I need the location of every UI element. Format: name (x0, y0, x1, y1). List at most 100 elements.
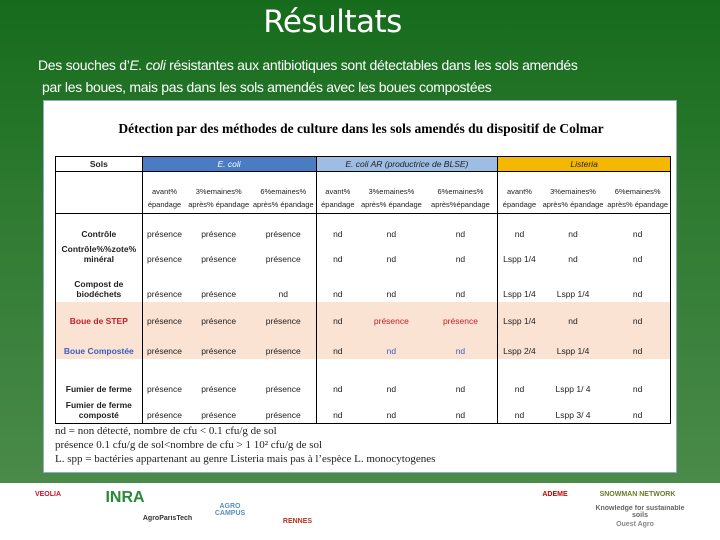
table-cell: Lspp 2/4 (497, 328, 541, 359)
table-cell: nd (455, 288, 466, 299)
results-table-image: Détection par des méthodes de culture da… (43, 100, 677, 473)
table-cell: présence (141, 301, 187, 329)
subtitle-line2: par les boues, mais pas dans les sols am… (42, 79, 492, 95)
subheader-cell: 3%emaines% après% épandage (542, 187, 604, 209)
table-cell: nd (605, 328, 672, 359)
table-cell: nd (315, 301, 360, 329)
partner-logo: AgroParisTech (142, 515, 193, 522)
table-cell: présence (141, 213, 187, 242)
row-label: Fumier de ferme (55, 358, 143, 397)
row-label: Boue Compostée (55, 328, 143, 359)
table-cell: nd (386, 288, 397, 299)
results-table: Sols E. coli E. coli AR (productrice de BL… (55, 156, 672, 424)
table-row: Compost de biodéchets présence présence nd n… (55, 266, 672, 302)
table-cell: Lspp 3/ 4 (540, 396, 606, 424)
table-cell: Lspp 1/4 (556, 288, 590, 299)
table-cell: nd (315, 241, 360, 267)
subheader-cell: 6%emaines% après%épandage (431, 187, 490, 209)
slide-background: Résultats Des souches d’E. coli résistan… (0, 0, 720, 483)
subtitle-italic: E. coli (129, 57, 166, 73)
table-title: Détection par des méthodes de culture da… (118, 121, 604, 136)
group-header: Sols (55, 156, 143, 172)
table-row: Fumier de ferme composté présence présence… (55, 396, 672, 424)
table-cell: nd (386, 228, 397, 239)
table-cell: présence (186, 396, 251, 424)
table-cell: nd (540, 301, 606, 329)
table-cell: nd (315, 328, 360, 359)
table-cell: nd (455, 253, 466, 264)
table-cell: Lspp 1/4 (497, 301, 541, 329)
slide-title: Résultats (263, 4, 402, 40)
table-cell: présence (141, 266, 187, 302)
subtitle-text: résistantes aux antibiotiques sont détec… (165, 57, 578, 73)
table-cell: nd (455, 383, 466, 394)
table-cell: présence (359, 301, 424, 329)
table-cell: présence (201, 228, 237, 239)
table-cell: nd (315, 213, 360, 242)
partner-logo: ADEME (542, 491, 568, 498)
table-cell: nd (315, 266, 360, 302)
table-cell: présence (186, 301, 251, 329)
subheader-cell: avant% épandage (315, 171, 360, 214)
table-cell: présence (250, 396, 317, 424)
table-cell: nd (497, 358, 541, 397)
partner-logo: RENNES (282, 518, 313, 525)
row-label: Contrôle (55, 213, 143, 242)
subheader-cell: 6%emaines% après% épandage (252, 187, 314, 209)
group-header: E. coli AR (productrice de BLSE) (315, 156, 498, 172)
subheader-row: avant% épandage 3%emaines% après% épandag… (55, 171, 672, 214)
table-cell: présence (201, 383, 237, 394)
table-cell: nd (605, 213, 672, 242)
table-cell: nd (497, 213, 541, 242)
table-row: Boue de STEP présence présence présence nd pr… (55, 301, 672, 329)
table-cell: présence (141, 396, 187, 424)
slide-subtitle: Des souches d’E. coli résistantes aux an… (38, 54, 708, 98)
group-header: Listeria (497, 156, 671, 172)
row-label: Contrôle%%zote% minéral (55, 241, 143, 267)
table-cell: présence (265, 228, 301, 239)
table-cell: nd (423, 396, 498, 424)
table-cell: nd (605, 396, 672, 424)
table-cell: Lspp 1/4 (540, 328, 606, 359)
table-cell: présence (201, 288, 237, 299)
table-cell: nd (605, 241, 672, 267)
table-cell: présence (201, 253, 237, 264)
group-header: E. coli (141, 156, 317, 172)
table-cell: nd (605, 301, 672, 329)
subheader-cell: avant% épandage (141, 171, 187, 214)
table-notes: nd = non détecté, nombre de cfu < 0.1 cf… (55, 424, 435, 466)
row-label: Fumier de ferme composté (55, 396, 143, 424)
table-cell: nd (568, 228, 578, 239)
table-cell: présence (141, 328, 187, 359)
subheader-cell: 6%emaines% après% épandage (605, 171, 672, 214)
table-cell: Lspp 1/4 (497, 266, 541, 302)
row-label: Compost de biodéchets (55, 266, 143, 302)
partner-logo: Ouest Agro (616, 521, 654, 528)
table-cell: présence (141, 358, 187, 397)
subtitle-text: Des souches d’ (38, 57, 130, 73)
table-row: Contrôle présence présence présence nd nd nd nd… (55, 213, 672, 242)
subheader-cell: avant% épandage (497, 171, 541, 214)
subheader-cell: 3%emaines% après% épandage (188, 187, 250, 209)
table-cell: nd (359, 396, 424, 424)
table-row: Fumier de ferme présence présence présence n… (55, 358, 672, 397)
table-cell: présence (250, 301, 317, 329)
table-cell: Lspp 1/ 4 (555, 383, 591, 394)
table-cell: nd (605, 358, 672, 397)
table-cell: nd (315, 396, 360, 424)
row-label: Boue de STEP (55, 301, 143, 329)
partner-logo: INRA (105, 489, 145, 506)
table-cell: nd (386, 383, 397, 394)
table-cell: nd (315, 358, 360, 397)
note: nd = non détecté, nombre de cfu < 0.1 cf… (55, 425, 277, 437)
partner-logo: Knowledge for sustainable soils (595, 505, 685, 519)
table-cell: présence (250, 328, 317, 359)
table-row: Contrôle%%zote% minéral présence présence p… (55, 241, 672, 267)
table-cell: présence (265, 383, 301, 394)
table-cell: nd (359, 328, 424, 359)
table-cell: Lspp 1/4 (497, 241, 541, 267)
table-cell: présence (186, 328, 251, 359)
table-cell: nd (455, 228, 466, 239)
table-cell: nd (278, 288, 288, 299)
table-cell: présence (141, 241, 187, 267)
